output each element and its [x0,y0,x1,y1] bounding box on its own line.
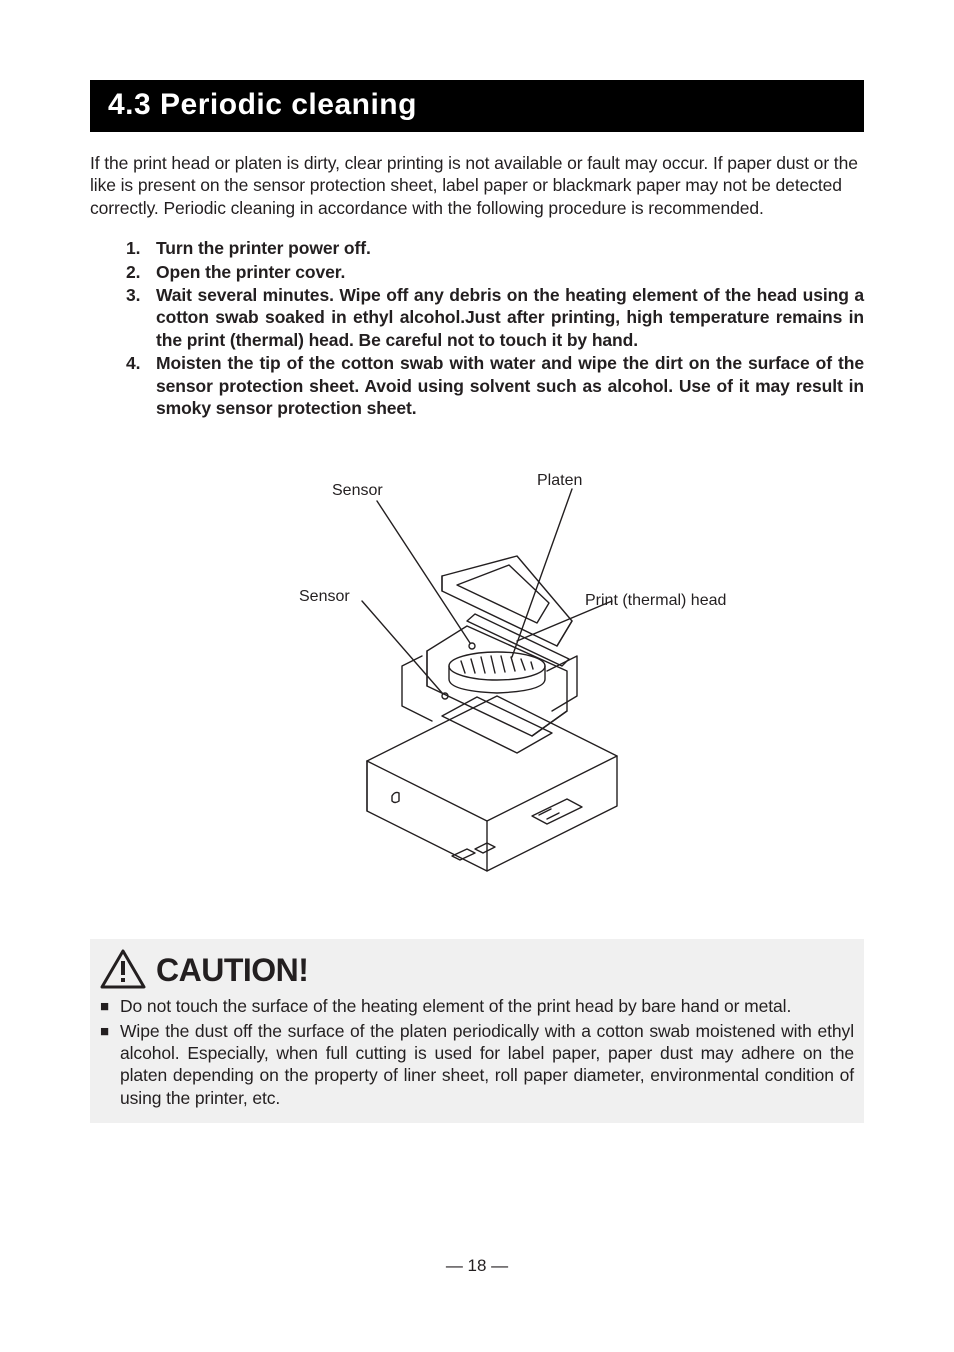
bullet-icon: ■ [100,995,120,1017]
caution-text: Wipe the dust off the surface of the pla… [120,1020,854,1110]
step-number: 1. [126,237,156,259]
step-number: 3. [126,284,156,351]
step-text: Open the printer cover. [156,261,864,283]
printer-diagram-svg: Sensor Platen Sensor Print (thermal) hea… [217,461,737,891]
procedure-steps: 1. Turn the printer power off. 2. Open t… [90,237,864,419]
intro-paragraph: If the print head or platen is dirty, cl… [90,152,864,219]
step-text: Moisten the tip of the cotton swab with … [156,352,864,419]
step-item: 2. Open the printer cover. [126,261,864,283]
diagram-label-sensor-top: Sensor [332,482,383,499]
step-number: 4. [126,352,156,419]
caution-text: Do not touch the surface of the heating … [120,995,854,1017]
diagram-label-print-head: Print (thermal) head [585,592,726,609]
diagram-label-sensor-left: Sensor [299,588,350,605]
step-text: Turn the printer power off. [156,237,864,259]
warning-icon [100,949,146,989]
caution-item: ■ Wipe the dust off the surface of the p… [100,1020,854,1110]
bullet-icon: ■ [100,1020,120,1110]
step-number: 2. [126,261,156,283]
page-number: — 18 — [0,1256,954,1276]
caution-item: ■ Do not touch the surface of the heatin… [100,995,854,1017]
diagram-label-platen: Platen [537,472,582,489]
printer-diagram: Sensor Platen Sensor Print (thermal) hea… [90,461,864,891]
step-item: 4. Moisten the tip of the cotton swab wi… [126,352,864,419]
step-text: Wait several minutes. Wipe off any debri… [156,284,864,351]
step-item: 3. Wait several minutes. Wipe off any de… [126,284,864,351]
step-item: 1. Turn the printer power off. [126,237,864,259]
caution-title: CAUTION! [156,952,308,989]
caution-box: CAUTION! ■ Do not touch the surface of t… [90,939,864,1123]
section-heading: 4.3 Periodic cleaning [90,80,864,132]
